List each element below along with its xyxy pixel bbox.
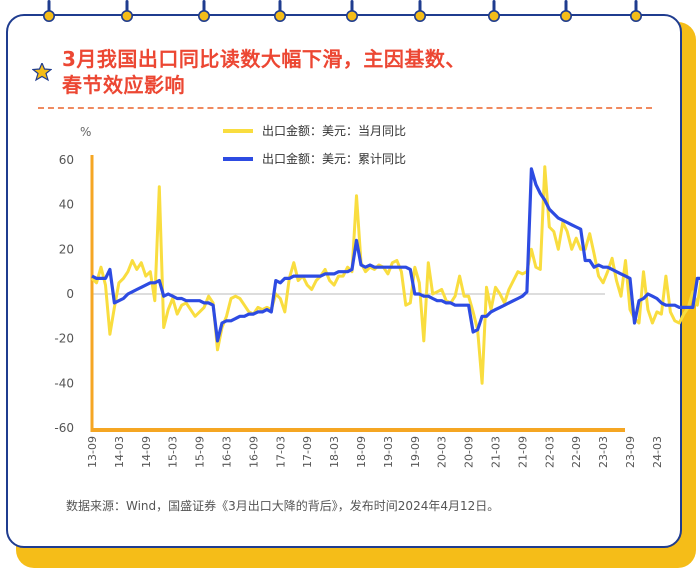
- title-line-2: 春节效应影响: [62, 73, 185, 97]
- sun-icon: [32, 63, 52, 82]
- ring-icon: [198, 0, 210, 22]
- x-tick-label: 18-09: [355, 436, 368, 468]
- x-tick-label: 17-03: [274, 436, 287, 468]
- ring-icon: [43, 0, 55, 22]
- ring-icon: [414, 0, 426, 22]
- y-tick-label: 60: [59, 153, 74, 167]
- x-tick-label: 14-03: [113, 436, 126, 468]
- title-line-1: 3月我国出口同比读数大幅下滑，主因基数、: [62, 47, 466, 71]
- x-tick-label: 23-09: [624, 436, 637, 468]
- chart-title: 3月我国出口同比读数大幅下滑，主因基数、 春节效应影响: [62, 46, 662, 98]
- x-tick-label: 19-03: [382, 436, 395, 468]
- ring-icon: [560, 0, 572, 22]
- x-tick-label: 21-09: [516, 436, 529, 468]
- ring-icon: [630, 0, 642, 22]
- x-tick-label: 19-09: [409, 436, 422, 468]
- x-tick-label: 20-09: [463, 436, 476, 468]
- x-tick-label: 21-03: [490, 436, 503, 468]
- y-tick-label: -20: [54, 332, 74, 346]
- x-tick-label: 24-03: [651, 436, 664, 468]
- x-tick-label: 22-09: [570, 436, 583, 468]
- y-axis-label: %: [80, 125, 91, 139]
- y-tick-label: -40: [54, 376, 74, 390]
- x-tick-label: 20-03: [436, 436, 449, 468]
- y-tick-label: 40: [59, 198, 74, 212]
- x-tick-label: 23-03: [597, 436, 610, 468]
- x-tick-label: 13-09: [86, 436, 99, 468]
- x-tick-label: 14-09: [140, 436, 153, 468]
- x-tick-label: 15-03: [167, 436, 180, 468]
- ring-icon: [488, 0, 500, 22]
- title-divider: [38, 107, 652, 109]
- y-tick-label: 0: [66, 287, 74, 301]
- ring-icon: [121, 0, 133, 22]
- x-tick-label: 17-09: [301, 436, 314, 468]
- series-line-monthly: [90, 165, 700, 385]
- series-line-cumulative: [91, 167, 700, 343]
- x-tick-label: 16-03: [221, 436, 234, 468]
- y-tick-label: -60: [54, 421, 74, 435]
- x-tick-label: 22-03: [543, 436, 556, 468]
- x-tick-label: 15-09: [194, 436, 207, 468]
- legend-label: 出口金额：美元：累计同比: [262, 151, 406, 166]
- legend-label: 出口金额：美元：当月同比: [262, 123, 406, 138]
- ring-icon: [274, 0, 286, 22]
- x-tick-label: 18-03: [328, 436, 341, 468]
- x-tick-label: 16-09: [247, 436, 260, 468]
- y-tick-label: 20: [59, 242, 74, 256]
- ring-icon: [346, 0, 358, 22]
- source-note: 数据来源：Wind，国盛证券《3月出口大降的背后》，发布时间2024年4月12日…: [66, 499, 500, 513]
